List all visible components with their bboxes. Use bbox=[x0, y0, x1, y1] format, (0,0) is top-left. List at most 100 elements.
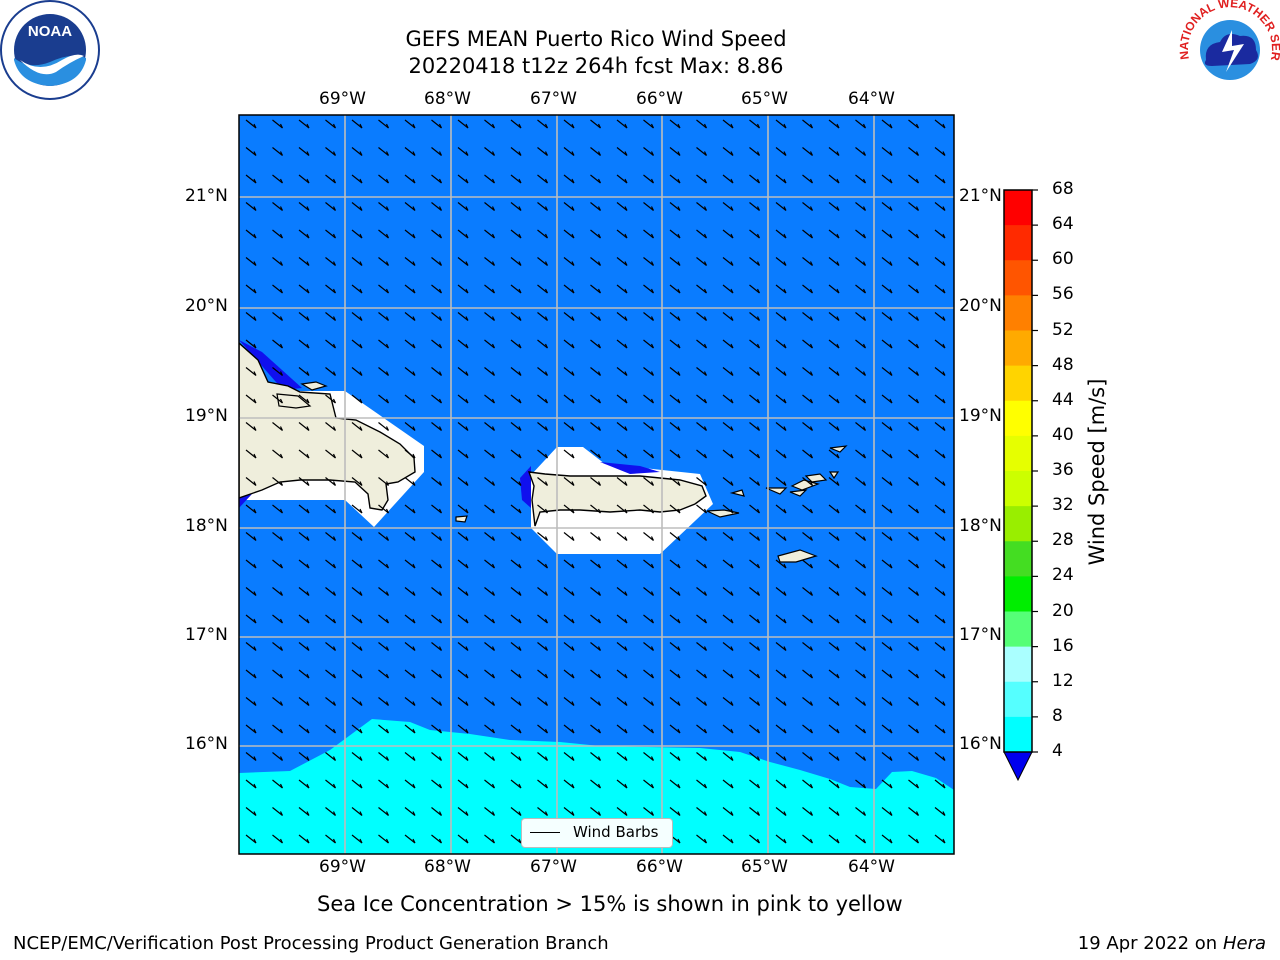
wind-barb bbox=[855, 174, 867, 184]
wind-barb bbox=[484, 669, 496, 679]
wind-barb bbox=[696, 119, 708, 129]
wind-barb bbox=[722, 284, 734, 294]
wind-barb bbox=[722, 312, 734, 321]
wind-barb bbox=[245, 284, 257, 294]
wind-barb bbox=[828, 779, 840, 789]
wind-barb bbox=[351, 147, 363, 156]
wind-barb bbox=[802, 642, 814, 651]
wind-barb bbox=[643, 477, 655, 486]
wind-barb bbox=[272, 147, 284, 156]
wind-barb bbox=[378, 422, 390, 431]
wind-barb bbox=[669, 202, 681, 211]
wind-barb bbox=[272, 229, 284, 239]
wind-barb bbox=[404, 752, 416, 761]
wind-barb bbox=[934, 587, 946, 596]
wind-barb bbox=[696, 229, 708, 239]
wind-barb bbox=[484, 284, 496, 294]
wind-barb bbox=[669, 174, 681, 184]
wind-barb bbox=[643, 449, 655, 459]
wind-barb bbox=[749, 642, 761, 651]
wind-barb bbox=[325, 312, 337, 321]
wind-barb bbox=[749, 779, 761, 789]
wind-barb bbox=[245, 229, 257, 239]
wind-barb bbox=[431, 367, 443, 376]
colorbar-segment bbox=[1004, 541, 1032, 577]
wind-barb bbox=[484, 724, 496, 734]
wind-barb bbox=[351, 284, 363, 294]
wind-barb bbox=[298, 752, 310, 761]
wind-barb bbox=[590, 614, 602, 624]
wind-barb bbox=[431, 697, 443, 706]
lat-label-right: 21°N bbox=[959, 186, 1002, 206]
wind-barb bbox=[484, 834, 496, 844]
wind-barb bbox=[590, 642, 602, 651]
legend-line-icon bbox=[530, 832, 560, 833]
wind-barb bbox=[404, 229, 416, 239]
colorbar-segment bbox=[1004, 330, 1032, 367]
wind-barb bbox=[669, 614, 681, 624]
colorbar-segment bbox=[1004, 435, 1032, 472]
wind-barb bbox=[881, 669, 893, 679]
wind-barb bbox=[537, 312, 549, 321]
wind-barb bbox=[351, 697, 363, 706]
wind-barb bbox=[325, 422, 337, 431]
st-croix-island bbox=[777, 549, 818, 563]
wind-barb bbox=[484, 559, 496, 569]
wind-barb bbox=[881, 587, 893, 596]
wind-barb bbox=[616, 697, 628, 706]
lat-label-left: 18°N bbox=[185, 516, 228, 536]
chart-title: GEFS MEAN Puerto Rico Wind Speed bbox=[405, 27, 787, 51]
wind-barb bbox=[325, 504, 337, 514]
wind-barb bbox=[272, 807, 284, 816]
wind-barb bbox=[855, 367, 867, 376]
wind-barb bbox=[881, 339, 893, 349]
wind-barb bbox=[749, 174, 761, 184]
wind-barb bbox=[802, 807, 814, 816]
wind-barb bbox=[616, 779, 628, 789]
wind-barb bbox=[431, 202, 443, 211]
wind-barb bbox=[669, 587, 681, 596]
wind-barb bbox=[484, 422, 496, 431]
wind-barb bbox=[537, 202, 549, 211]
wind-barb bbox=[537, 284, 549, 294]
wind-barb bbox=[537, 147, 549, 156]
wind-barb bbox=[643, 339, 655, 349]
wind-barb bbox=[696, 614, 708, 624]
wind-barb bbox=[351, 807, 363, 816]
wind-barb bbox=[431, 614, 443, 624]
wind-barb bbox=[855, 614, 867, 624]
wind-barb bbox=[908, 229, 920, 239]
wind-barb bbox=[325, 339, 337, 349]
wind-barb bbox=[245, 449, 257, 459]
wind-barb bbox=[855, 202, 867, 211]
wind-barb bbox=[669, 477, 681, 486]
wind-barb bbox=[881, 367, 893, 376]
wind-barb bbox=[643, 532, 655, 541]
wind-barb bbox=[378, 257, 390, 266]
wind-barb bbox=[696, 669, 708, 679]
wind-barb bbox=[404, 394, 416, 404]
wind-barb bbox=[325, 559, 337, 569]
wind-barb bbox=[934, 339, 946, 349]
wind-barb bbox=[457, 339, 469, 349]
wind-barb bbox=[696, 422, 708, 431]
wind-barb bbox=[908, 504, 920, 514]
colorbar-tick-label: 32 bbox=[1052, 495, 1074, 516]
wind-barb bbox=[325, 257, 337, 266]
wind-barb bbox=[484, 449, 496, 459]
wind-barb bbox=[881, 724, 893, 734]
wind-barb bbox=[908, 807, 920, 816]
wind-barb bbox=[484, 614, 496, 624]
wind-barb bbox=[696, 642, 708, 651]
wind-barb bbox=[934, 642, 946, 651]
wind-barb bbox=[245, 119, 257, 129]
wind-barb bbox=[722, 504, 734, 514]
wind-barb bbox=[722, 834, 734, 844]
wind-barb bbox=[537, 614, 549, 624]
wind-barb bbox=[669, 642, 681, 651]
wind-barb bbox=[696, 339, 708, 349]
wind-barb bbox=[775, 367, 787, 376]
colorbar-tick-label: 36 bbox=[1052, 460, 1074, 480]
wind-barb bbox=[749, 752, 761, 761]
wind-barb bbox=[749, 532, 761, 541]
